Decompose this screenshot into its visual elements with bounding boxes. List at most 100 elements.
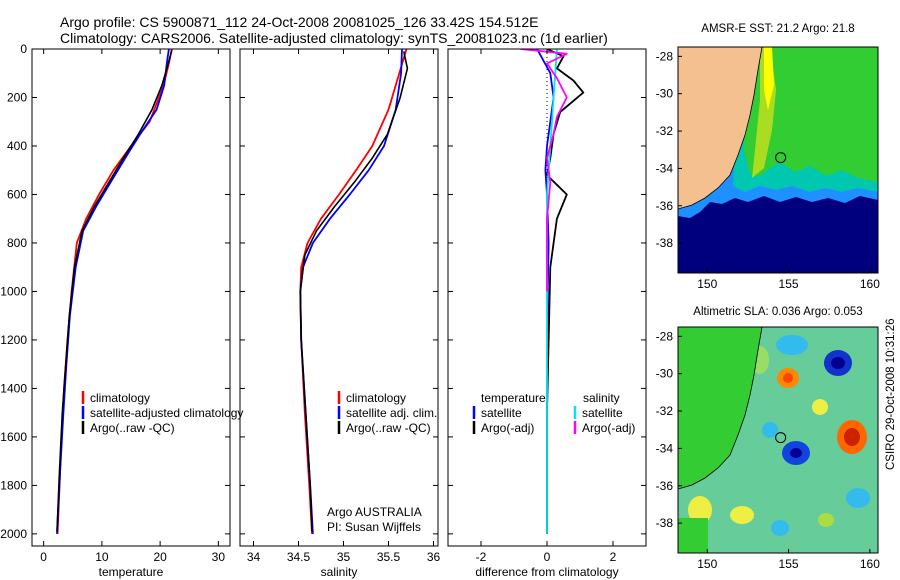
- salinity-xlabel: salinity: [321, 565, 358, 579]
- sst-lat-tick-label: -30: [656, 87, 674, 101]
- salinity-series-argo-raw-qc: [299, 51, 409, 532]
- temperature-series-argo-raw-qc: [56, 49, 173, 532]
- sla-map: Altimetric SLA: 0.036 Argo: 0.053: [656, 306, 881, 571]
- sst-lat-tick-label: -36: [656, 199, 674, 213]
- legend-sal-satellite-label: satellite: [582, 406, 623, 420]
- depth-tick-label: 1800: [0, 478, 27, 492]
- sst-map: AMSR-E SST: 21.2 Argo: 21.8 150 155 160 -28…: [656, 23, 881, 291]
- sla-map-frame: [677, 326, 879, 554]
- depth-tick-label: 1400: [0, 381, 27, 395]
- difference-series-salinity-satellite: [546, 49, 558, 534]
- sla-high-2: [812, 399, 828, 415]
- salinity-xtick-label: 35.5: [377, 550, 401, 564]
- legend-climatology-label: climatology: [346, 391, 406, 405]
- sst-land: [678, 47, 762, 209]
- legend-argo-label: Argo(..raw -QC): [346, 421, 431, 435]
- sst-map-title: AMSR-E SST: 21.2 Argo: 21.8: [701, 23, 854, 35]
- legend-temperature-title: temperature: [481, 391, 546, 405]
- temperature-series-climatology: [56, 49, 173, 534]
- temperature-xtick-label: 20: [153, 550, 167, 564]
- difference-xlabel: difference from climatology: [475, 565, 618, 579]
- sst-lat-tick-label: -28: [656, 49, 674, 63]
- sla-lat-tick-label: -36: [656, 479, 674, 493]
- temperature-xtick-label: 30: [212, 550, 226, 564]
- sst-coastline: [678, 47, 763, 210]
- depth-tick-label: 200: [7, 90, 27, 104]
- depth-tick-label: 1600: [0, 430, 27, 444]
- sla-map-title: Altimetric SLA: 0.036 Argo: 0.053: [693, 306, 862, 318]
- sla-low-3-core: [790, 448, 802, 458]
- sla-low-1: [776, 335, 808, 355]
- temperature-xtick-label: 0: [40, 550, 47, 564]
- sla-lat-tick-label: -38: [656, 516, 674, 530]
- sla-high-1-core: [783, 373, 793, 383]
- sla-low-6: [846, 488, 870, 508]
- sst-lon-tick-label: 160: [860, 277, 880, 291]
- sla-lat-tick-label: -32: [656, 404, 674, 418]
- sla-high-5: [688, 496, 712, 524]
- salinity-panel: 34 34.5 35 35.5 36 salinity climatology sate…: [239, 48, 441, 579]
- pi-name-label: PI: Susan Wijffels: [327, 520, 421, 534]
- salinity-series-climatology: [299, 49, 408, 534]
- sla-lat-tick-label: -28: [656, 329, 674, 343]
- sla-float-position-marker: [775, 432, 787, 444]
- sla-land: [678, 327, 762, 489]
- salinity-legend: climatology satellite adj. clim. Argo(..…: [337, 391, 437, 435]
- sst-lon-tick-label: 155: [779, 277, 799, 291]
- difference-xtick-label: -2: [476, 550, 487, 564]
- depth-tick-label: 800: [7, 236, 27, 250]
- difference-panel: -2 0 2 difference from climatology tempera…: [447, 48, 647, 579]
- salinity-axes-frame: [239, 48, 439, 547]
- sla-lon-tick-label: 155: [779, 557, 799, 571]
- header-line-1: Argo profile: CS 5900871_112 24-Oct-2008…: [60, 14, 538, 30]
- legend-temp-satellite-label: satellite: [481, 406, 522, 420]
- sst-lon-tick-label: 150: [697, 277, 717, 291]
- sla-mid-3: [818, 513, 834, 527]
- sla-low-4: [762, 422, 778, 438]
- sst-hot-core: [764, 47, 774, 110]
- sst-lat-tick-label: -32: [656, 124, 674, 138]
- temperature-axes-frame: [31, 48, 231, 547]
- sla-lat-tick-label: -34: [656, 441, 674, 455]
- sst-lat-tick-label: -38: [656, 236, 674, 250]
- sla-low-5: [771, 520, 789, 536]
- sst-warm-band: [744, 47, 878, 182]
- legend-climatology-label: climatology: [90, 391, 150, 405]
- difference-xtick-label: 2: [610, 550, 617, 564]
- argo-program-label: Argo AUSTRALIA: [327, 505, 422, 519]
- sla-lon-tick-label: 160: [860, 557, 880, 571]
- temperature-series-satellite-adjusted-climatology: [56, 49, 170, 534]
- sla-land-south: [678, 518, 708, 553]
- sla-low-2-core: [831, 357, 845, 369]
- sla-lat-tick-label: -30: [656, 367, 674, 381]
- legend-sal-argo-label: Argo(-adj): [582, 421, 635, 435]
- salinity-xtick-label: 35: [337, 550, 351, 564]
- difference-legend: temperature salinity satellite Argo(-adj…: [472, 391, 635, 435]
- sst-lat-tick-label: -34: [656, 161, 674, 175]
- temperature-legend: climatology satellite-adjusted climatolo…: [81, 391, 243, 435]
- difference-xtick-label: 0: [544, 550, 551, 564]
- depth-tick-label: 600: [7, 187, 27, 201]
- legend-salinity-title: salinity: [583, 391, 620, 405]
- sst-map-frame: [677, 46, 879, 274]
- salinity-xtick-label: 34: [247, 550, 261, 564]
- sla-coastline: [678, 327, 763, 490]
- sla-lon-tick-label: 150: [697, 557, 717, 571]
- sst-float-position-marker: [775, 152, 787, 164]
- sst-bass-strait: [678, 238, 708, 273]
- depth-tick-label: 2000: [0, 527, 27, 541]
- temperature-xtick-label: 10: [95, 550, 109, 564]
- temperature-xlabel: temperature: [99, 565, 164, 579]
- sla-high-4: [730, 506, 754, 524]
- csiro-timestamp-label: CSIRO 29-Oct-2008 10:31:26: [885, 319, 897, 471]
- legend-satellite-label: satellite-adjusted climatology: [90, 406, 243, 420]
- salinity-xtick-label: 34.5: [287, 550, 311, 564]
- header-line-2: Climatology: CARS2006. Satellite-adjuste…: [60, 30, 608, 46]
- depth-tick-label: 1200: [0, 333, 27, 347]
- legend-argo-label: Argo(..raw -QC): [90, 421, 175, 435]
- depth-tick-label: 0: [20, 42, 27, 56]
- salinity-xtick-label: 36: [427, 550, 441, 564]
- sla-high-3-core: [844, 428, 860, 446]
- legend-temp-argo-label: Argo(-adj): [481, 421, 534, 435]
